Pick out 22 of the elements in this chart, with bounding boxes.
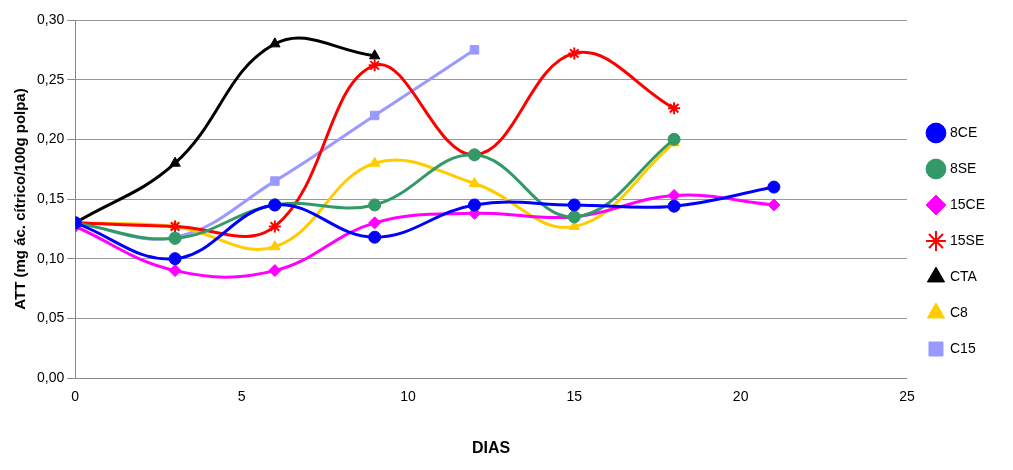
- x-tick-label: 10: [400, 388, 416, 405]
- y-tick-label: 0,00: [37, 368, 65, 385]
- legend-label: C8: [949, 303, 969, 320]
- legend-label: C15: [949, 339, 976, 356]
- legend-label: 15SE: [949, 231, 985, 248]
- x-tick-label: 25: [899, 388, 915, 405]
- y-tick-label: 0,05: [37, 309, 65, 326]
- legend-label: 8SE: [949, 159, 977, 176]
- y-axis-title: ATT (mg ác. cítrico/100g polpa): [11, 88, 29, 310]
- y-tick-label: 0,25: [37, 70, 65, 87]
- x-tick-label: 0: [71, 388, 80, 405]
- x-axis-title: DIAS: [472, 438, 511, 456]
- y-tick-label: 0,15: [37, 189, 65, 206]
- y-tick-label: 0,10: [37, 249, 65, 266]
- y-tick-label: 0,20: [37, 130, 65, 147]
- x-tick-label: 20: [732, 388, 749, 405]
- legend-label: CTA: [949, 267, 978, 284]
- legend-label: 8CE: [949, 123, 978, 140]
- x-tick-label: 15: [566, 388, 583, 405]
- legend-label: 15CE: [949, 195, 986, 212]
- x-tick-label: 5: [237, 388, 246, 405]
- y-tick-label: 0,30: [37, 10, 65, 27]
